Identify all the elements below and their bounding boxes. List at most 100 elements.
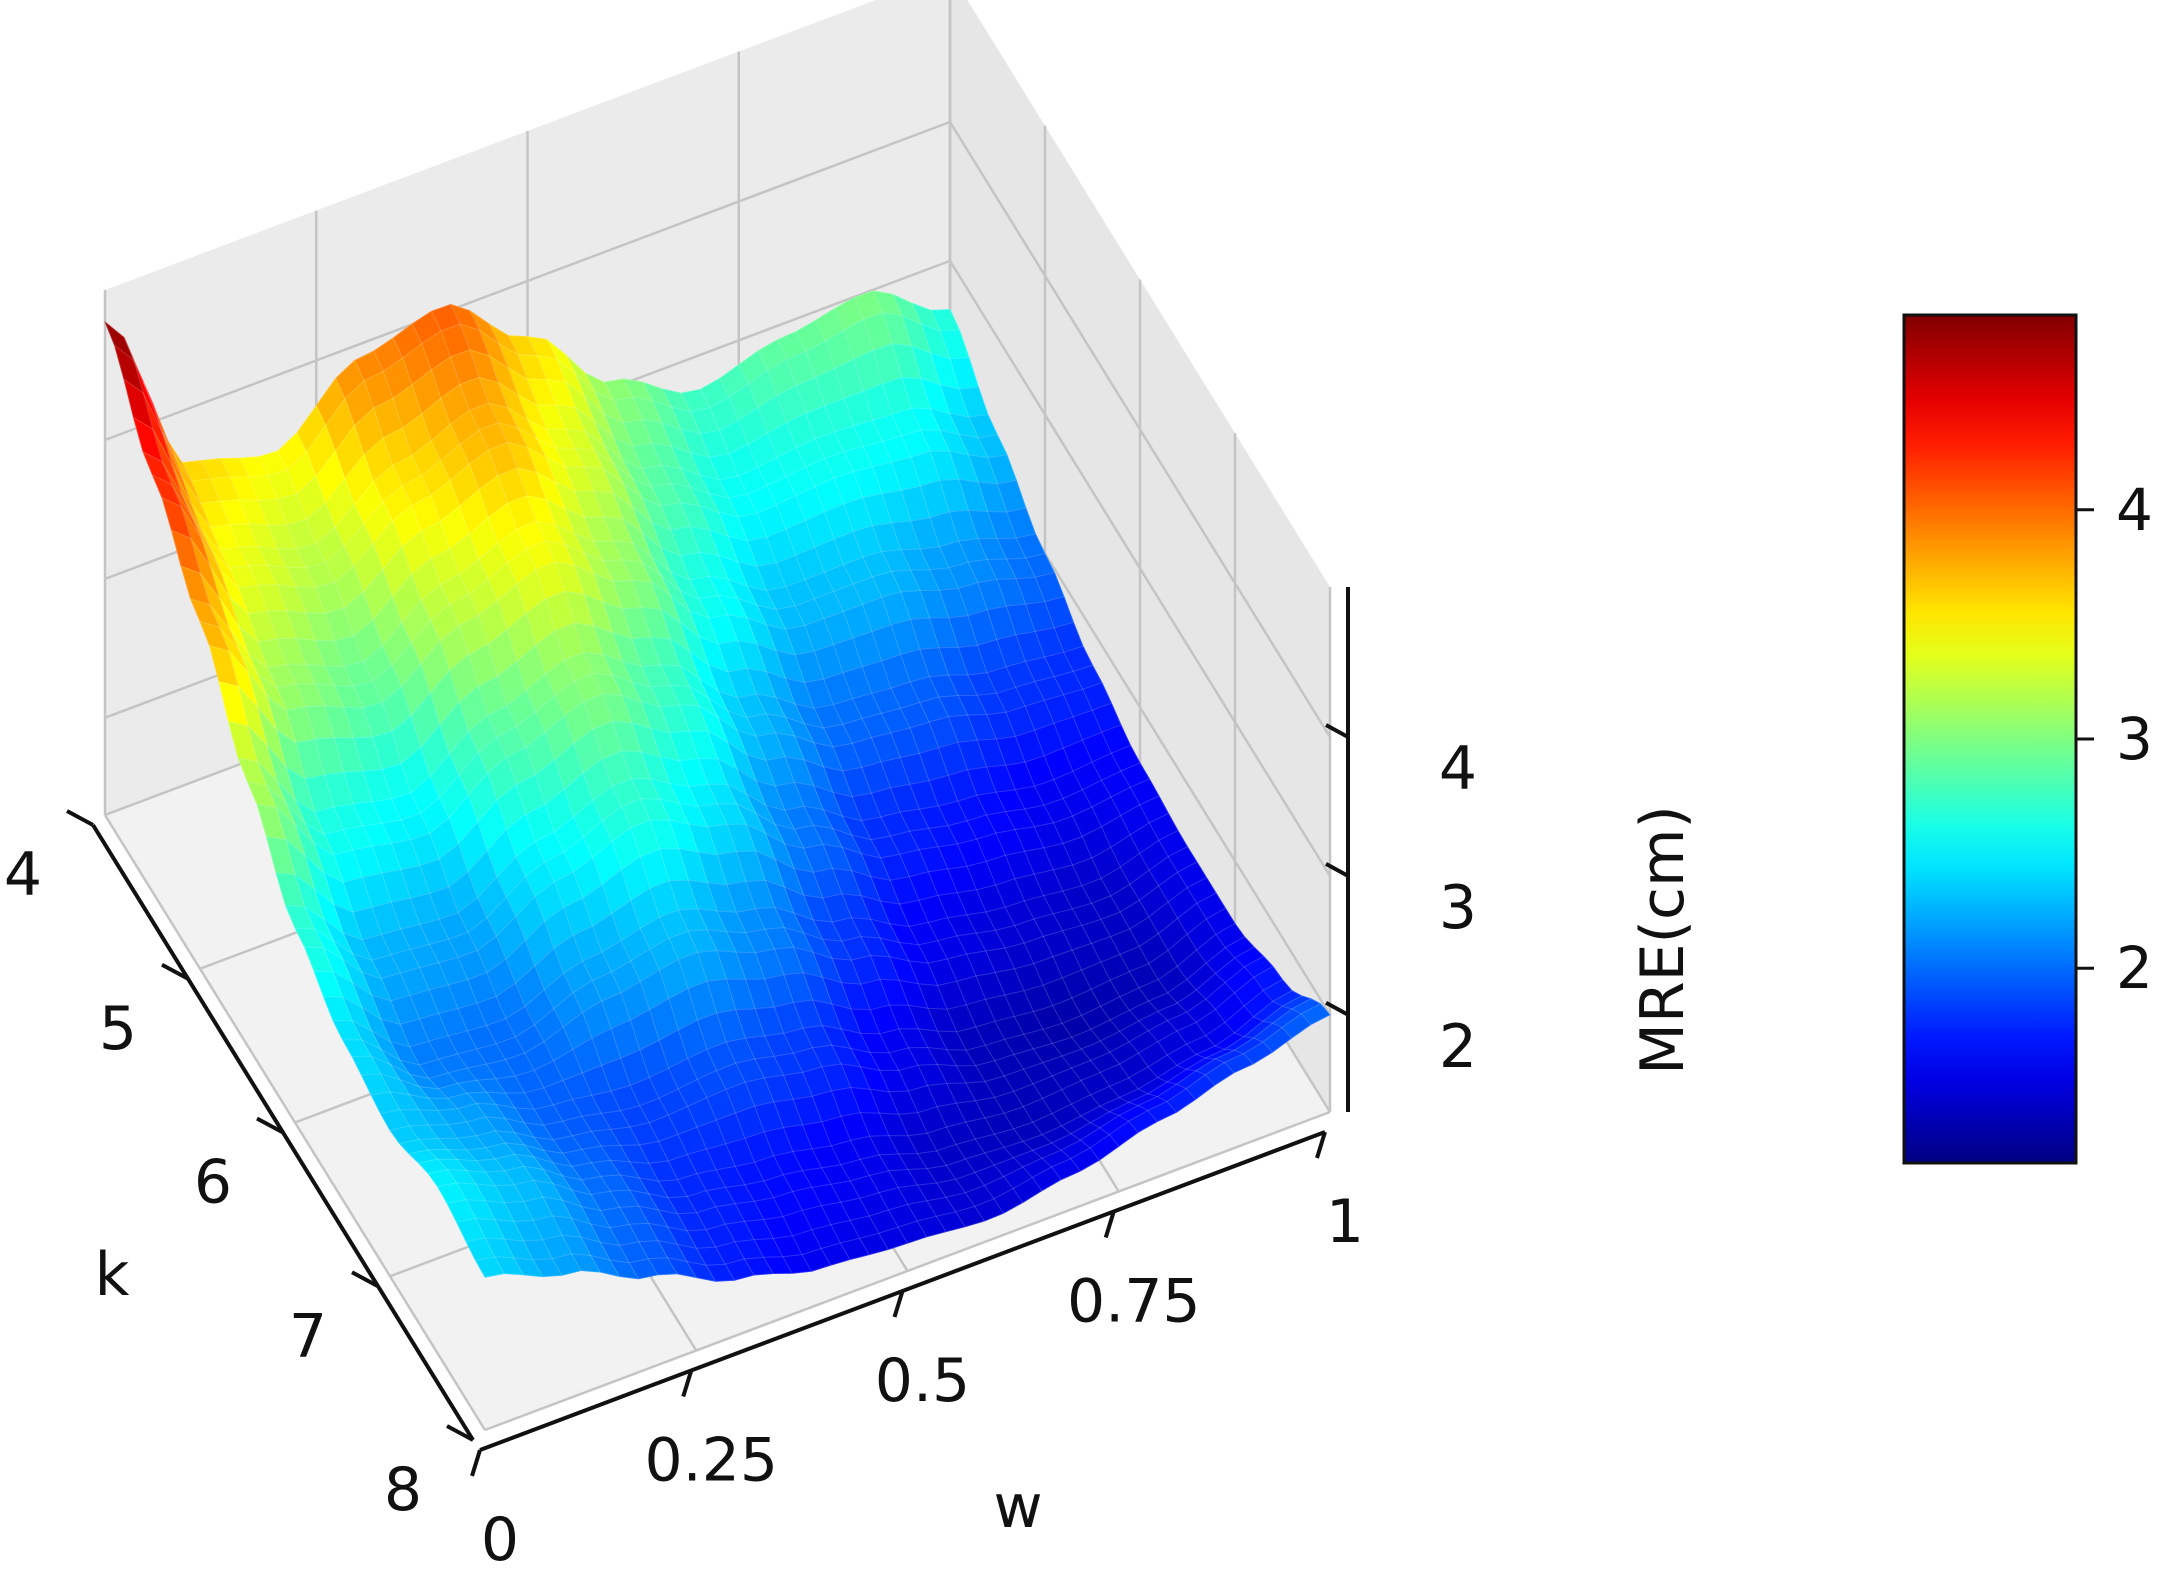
mesh-line [354,360,736,1281]
mesh-line [104,321,486,1278]
w-tick [892,1290,905,1318]
mesh-line [373,350,755,1276]
grid-line-z [104,120,951,442]
colorbar-tick-label: 4 [2116,476,2153,544]
mesh-line [527,336,908,1244]
z-tick [1325,723,1349,739]
mesh-line [370,892,1217,1099]
mesh-line [162,432,544,1277]
mesh-line [834,308,1216,1086]
mesh-line [699,389,1081,1172]
mesh-line [642,381,1024,1203]
k-tick-label: 5 [99,994,137,1064]
mesh-line [304,778,1150,980]
colorbar: 2 3 4 [1902,313,2153,1165]
colorbar-tick-label: 3 [2116,705,2153,773]
mesh-line [891,293,1273,1053]
mesh-line [180,495,1027,643]
mesh-line [266,702,1112,883]
mesh-line [623,378,1004,1214]
mesh-line [142,382,524,1276]
k-tick [161,962,189,981]
mesh-line [380,907,1226,1115]
mesh-line [418,955,1264,1167]
mesh-line [484,1014,1331,1282]
mesh-line [465,998,1312,1249]
z-tick-label: 2 [1439,1012,1477,1082]
colorbar-ticks: 2 3 4 [2076,476,2153,1002]
k-tick [256,1116,284,1135]
mesh-line [171,467,1017,615]
mesh-line [200,460,582,1271]
mesh-line [399,936,1245,1145]
grid-line-k [484,1110,1331,1432]
mesh-line [411,323,793,1274]
mesh-line [181,462,563,1276]
mesh-line [247,664,1093,835]
mesh-line [719,378,1100,1161]
mesh-line [469,310,851,1260]
w-tick [681,1369,694,1398]
mesh-line [911,302,1292,1039]
mesh-line [456,995,1302,1232]
mesh-line [584,372,966,1228]
mesh-line [475,1003,1321,1266]
grid-line-z [948,121,1332,738]
w-tick-label: 0.75 [1067,1267,1201,1337]
mesh-line [342,846,1188,1066]
mesh-line [296,432,678,1275]
mesh-line [315,405,697,1278]
mesh-line [795,331,1177,1113]
mesh-line [488,323,870,1255]
mesh-line [661,388,1043,1192]
mesh-line [361,876,1207,1090]
mesh-line [256,682,1103,856]
mesh-line [161,441,1008,589]
mesh-line [218,590,1065,744]
mesh-line [565,354,947,1233]
z-tick-label: 3 [1439,873,1477,943]
z-axis-label: MRE(cm) [1628,805,1698,1075]
z-tick [1325,1001,1349,1017]
mesh-line [190,520,1036,669]
mesh-line [872,290,1254,1065]
k-tick-label: 4 [4,840,42,910]
grid-line-z [948,260,1332,877]
mesh-line [142,402,989,551]
colorbar-tick-label: 2 [2116,934,2153,1002]
mesh-line [199,540,1046,689]
colorbar-gradient [1902,313,2078,1165]
k-tick-label: 8 [384,1455,422,1525]
k-tick [446,1424,474,1442]
w-tick-label: 0.25 [644,1426,778,1496]
k-tick-label: 6 [194,1148,232,1218]
mesh-line [450,304,832,1266]
mesh-line [427,965,1274,1182]
w-tick [1315,1131,1327,1159]
mesh-line [408,946,1255,1155]
k-tick [66,809,94,827]
mesh-line [228,621,1074,780]
mesh-line [776,339,1158,1122]
mesh-line [313,795,1160,1002]
mesh-line [507,335,889,1250]
mesh-line [277,450,659,1276]
z-tick-label: 4 [1439,734,1477,804]
mesh-line [389,923,1236,1131]
axis-lines [66,587,1350,1477]
mesh-line [351,861,1198,1079]
mesh-line [332,830,1179,1048]
k-tick-label: 7 [289,1301,327,1371]
mesh-line [238,457,620,1277]
mesh-line [114,312,960,482]
mesh-line [152,422,998,569]
mesh-line [815,320,1196,1100]
mesh-line [209,561,1055,711]
mesh-line [123,337,505,1274]
y-axis-label: k [95,1240,130,1310]
mesh-line [104,290,951,464]
w-tick-label: 0.5 [875,1346,970,1416]
mesh-line [757,350,1139,1133]
